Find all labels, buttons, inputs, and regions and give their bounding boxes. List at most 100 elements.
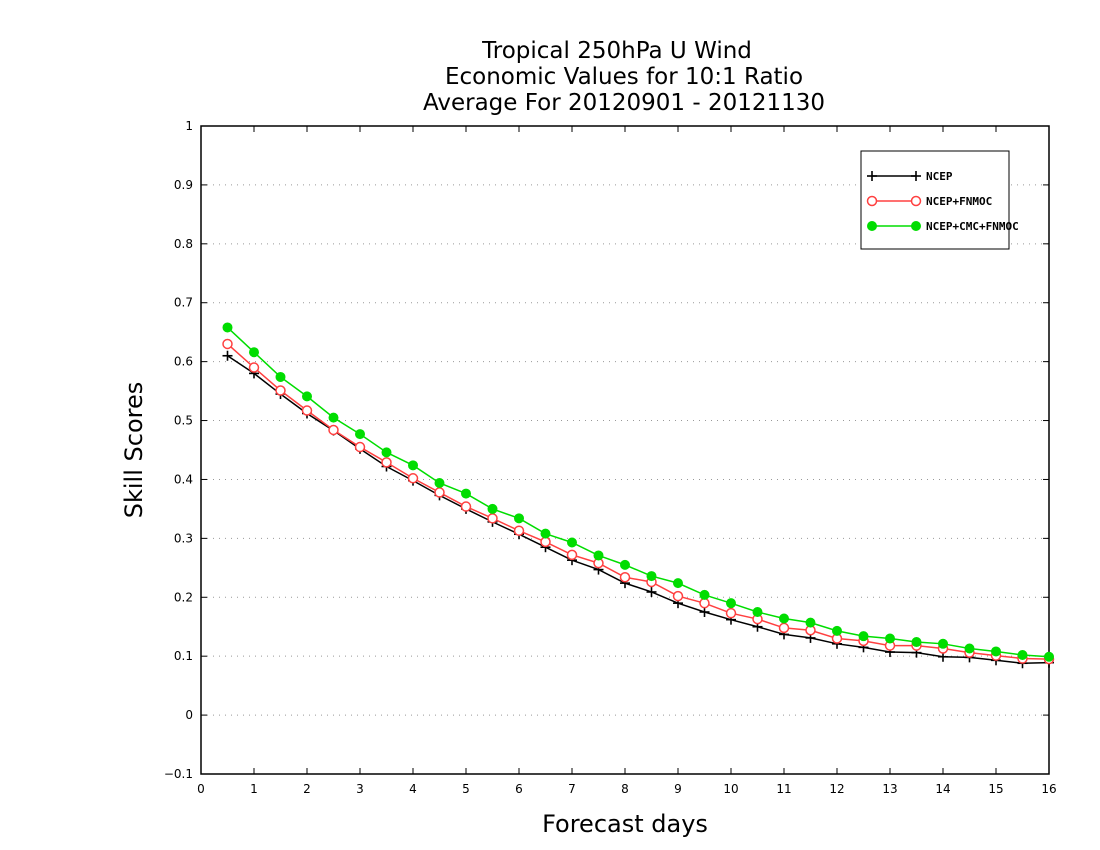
title-line-2: Economic Values for 10:1 Ratio xyxy=(445,64,803,90)
y-tick-label: 0.9 xyxy=(174,178,193,192)
legend-marker xyxy=(866,195,878,207)
data-point xyxy=(699,597,710,609)
data-point xyxy=(566,549,578,561)
data-point xyxy=(513,525,525,536)
grid xyxy=(201,184,1049,716)
x-tick-label: 16 xyxy=(1041,782,1056,796)
title-line-3: Average For 20120901 - 20121130 xyxy=(423,90,825,116)
data-point xyxy=(673,578,683,589)
legend-marker xyxy=(867,221,877,231)
x-tick-label: 13 xyxy=(882,782,897,796)
y-tick-label: 0.2 xyxy=(174,590,193,604)
legend: NCEP NCEP+FNMOC NCEP+CMC+FNMOC xyxy=(860,150,1019,250)
data-point xyxy=(620,559,630,570)
data-point xyxy=(699,589,710,600)
data-point xyxy=(858,631,869,642)
data-point xyxy=(222,350,233,361)
data-point xyxy=(779,613,789,624)
data-point xyxy=(275,385,286,396)
x-tick-label: 10 xyxy=(723,782,738,796)
data-point xyxy=(964,643,975,654)
legend-entry-0: NCEP xyxy=(867,170,953,183)
data-point xyxy=(832,625,842,636)
data-point xyxy=(354,441,366,453)
x-tick-label: 3 xyxy=(356,782,364,796)
x-tick-label: 5 xyxy=(462,782,470,796)
data-point xyxy=(540,528,551,539)
y-tick-label: 0 xyxy=(185,708,193,722)
x-tick-label: 7 xyxy=(568,782,576,796)
legend-marker xyxy=(911,221,921,231)
data-series xyxy=(222,322,1055,669)
data-point xyxy=(593,550,604,561)
data-point xyxy=(461,488,471,499)
data-point xyxy=(646,571,657,582)
x-tick-label: 8 xyxy=(621,782,629,796)
x-tick-label: 15 xyxy=(988,782,1003,796)
axis-ticks: −0.100.10.20.30.40.50.60.70.80.910 1 2 3 4 5 6… xyxy=(164,119,1057,796)
y-tick-label: 0.7 xyxy=(174,296,193,310)
y-tick-label: −0.1 xyxy=(164,767,193,781)
data-point xyxy=(672,590,684,602)
chart-title: Tropical 250hPa U Wind Economic Values f… xyxy=(423,38,825,116)
x-tick-label: 1 xyxy=(250,782,258,796)
data-point xyxy=(911,637,922,648)
data-point xyxy=(248,362,260,373)
data-point xyxy=(938,638,948,649)
data-point xyxy=(222,338,233,350)
legend-label: NCEP+CMC+FNMOC xyxy=(926,220,1019,233)
data-point xyxy=(540,536,551,548)
data-point xyxy=(805,617,816,628)
legend-label: NCEP xyxy=(926,170,953,183)
data-point xyxy=(328,412,339,423)
data-point xyxy=(275,371,286,382)
legend-entry-2: NCEP+CMC+FNMOC xyxy=(867,220,1019,233)
y-tick-label: 0.8 xyxy=(174,237,193,251)
data-point xyxy=(567,537,577,548)
data-point xyxy=(408,460,418,471)
series-0 xyxy=(222,350,1054,669)
data-point xyxy=(434,487,445,498)
data-point xyxy=(355,429,365,440)
y-tick-label: 0.3 xyxy=(174,531,193,545)
legend-box xyxy=(860,150,1010,250)
data-point xyxy=(434,477,445,488)
data-point xyxy=(991,646,1001,657)
y-tick-label: 0.6 xyxy=(174,355,193,369)
data-point xyxy=(619,571,631,583)
data-point xyxy=(725,607,737,619)
data-point xyxy=(1044,651,1054,662)
data-point xyxy=(328,424,339,436)
x-tick-label: 4 xyxy=(409,782,417,796)
data-point xyxy=(407,473,419,484)
x-tick-label: 2 xyxy=(303,782,311,796)
data-point xyxy=(460,501,472,512)
series-line xyxy=(227,355,1050,665)
data-point xyxy=(487,503,498,514)
data-point xyxy=(381,457,392,468)
x-tick-label: 12 xyxy=(829,782,844,796)
data-point xyxy=(752,607,763,617)
legend-marker xyxy=(911,171,921,181)
data-point xyxy=(778,622,790,634)
legend-marker xyxy=(867,171,877,181)
x-axis-label: Forecast days xyxy=(542,810,708,838)
legend-entry-1: NCEP+FNMOC xyxy=(866,195,992,208)
y-tick-label: 1 xyxy=(185,119,193,133)
y-tick-label: 0.5 xyxy=(174,414,193,428)
data-point xyxy=(1017,650,1028,661)
y-tick-label: 0.4 xyxy=(174,472,193,486)
legend-label: NCEP+FNMOC xyxy=(926,195,992,208)
x-tick-label: 14 xyxy=(935,782,950,796)
data-point xyxy=(222,322,233,333)
series-1 xyxy=(222,338,1055,665)
data-point xyxy=(885,633,895,644)
x-tick-label: 11 xyxy=(776,782,791,796)
series-line xyxy=(226,326,1050,658)
legend-marker xyxy=(910,195,922,207)
data-point xyxy=(381,447,392,458)
data-point xyxy=(302,391,312,402)
y-tick-label: 0.1 xyxy=(174,649,193,663)
x-tick-label: 6 xyxy=(515,782,523,796)
